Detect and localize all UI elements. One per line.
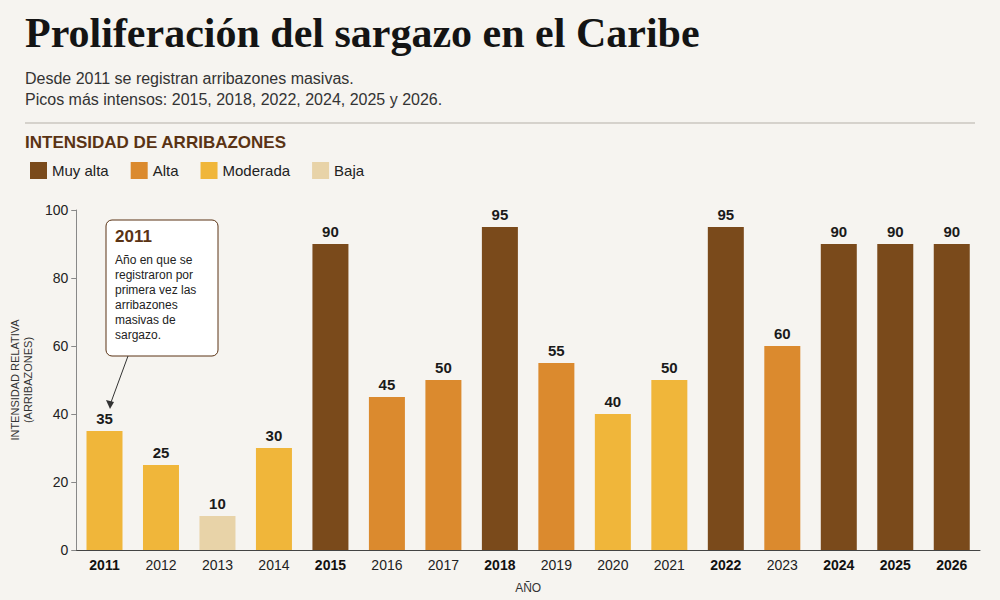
svg-text:90: 90 xyxy=(830,223,847,240)
svg-text:40: 40 xyxy=(53,406,69,422)
svg-text:95: 95 xyxy=(492,206,509,223)
svg-text:INTENSIDAD RELATIVA: INTENSIDAD RELATIVA xyxy=(9,319,21,441)
svg-text:20: 20 xyxy=(53,474,69,490)
svg-text:Alta: Alta xyxy=(153,162,180,179)
svg-text:Muy alta: Muy alta xyxy=(52,162,109,179)
svg-text:2011: 2011 xyxy=(115,227,152,246)
svg-text:55: 55 xyxy=(548,342,565,359)
svg-text:100: 100 xyxy=(45,202,69,218)
svg-text:80: 80 xyxy=(53,270,69,286)
svg-text:2020: 2020 xyxy=(597,557,628,573)
svg-text:Moderada: Moderada xyxy=(223,162,291,179)
svg-text:35: 35 xyxy=(96,410,113,427)
svg-text:2019: 2019 xyxy=(541,557,572,573)
svg-text:sargazo.: sargazo. xyxy=(115,328,161,342)
svg-text:60: 60 xyxy=(53,338,69,354)
svg-text:2021: 2021 xyxy=(654,557,685,573)
svg-text:Año en que se: Año en que se xyxy=(115,253,196,267)
svg-text:45: 45 xyxy=(379,376,396,393)
svg-text:2023: 2023 xyxy=(767,557,798,573)
svg-text:90: 90 xyxy=(887,223,904,240)
svg-text:Proliferación del sargazo en e: Proliferación del sargazo en el Caribe xyxy=(25,10,700,56)
svg-text:arribazones: arribazones xyxy=(115,298,181,312)
svg-text:registraron por: registraron por xyxy=(115,268,196,282)
svg-text:Baja: Baja xyxy=(334,162,365,179)
svg-text:primera vez las: primera vez las xyxy=(115,283,200,297)
svg-text:2015: 2015 xyxy=(315,557,346,573)
svg-text:AÑO: AÑO xyxy=(515,581,541,595)
svg-text:Picos más intensos: 2015, 2018: Picos más intensos: 2015, 2018, 2022, 20… xyxy=(25,91,442,108)
svg-text:60: 60 xyxy=(774,325,791,342)
svg-text:2024: 2024 xyxy=(823,557,854,573)
svg-text:(ARRIBAZONES): (ARRIBAZONES) xyxy=(22,337,34,423)
svg-text:masivas de: masivas de xyxy=(115,313,179,327)
svg-text:50: 50 xyxy=(661,359,678,376)
svg-text:Desde 2011 se registran arriba: Desde 2011 se registran arribazones masi… xyxy=(25,70,354,87)
svg-text:2012: 2012 xyxy=(145,557,176,573)
svg-text:2018: 2018 xyxy=(484,557,515,573)
svg-text:95: 95 xyxy=(717,206,734,223)
svg-text:30: 30 xyxy=(266,427,283,444)
svg-text:50: 50 xyxy=(435,359,452,376)
svg-text:2016: 2016 xyxy=(371,557,402,573)
svg-text:2025: 2025 xyxy=(880,557,911,573)
svg-text:90: 90 xyxy=(943,223,960,240)
svg-text:25: 25 xyxy=(153,444,170,461)
svg-text:2014: 2014 xyxy=(258,557,289,573)
svg-text:10: 10 xyxy=(209,495,226,512)
svg-text:INTENSIDAD DE ARRIBAZONES: INTENSIDAD DE ARRIBAZONES xyxy=(25,133,286,152)
svg-text:2022: 2022 xyxy=(710,557,741,573)
svg-text:2017: 2017 xyxy=(428,557,459,573)
svg-text:2026: 2026 xyxy=(936,557,967,573)
svg-text:40: 40 xyxy=(605,393,622,410)
svg-text:2013: 2013 xyxy=(202,557,233,573)
svg-text:0: 0 xyxy=(60,542,68,558)
svg-text:2011: 2011 xyxy=(89,557,120,573)
svg-text:90: 90 xyxy=(322,223,339,240)
